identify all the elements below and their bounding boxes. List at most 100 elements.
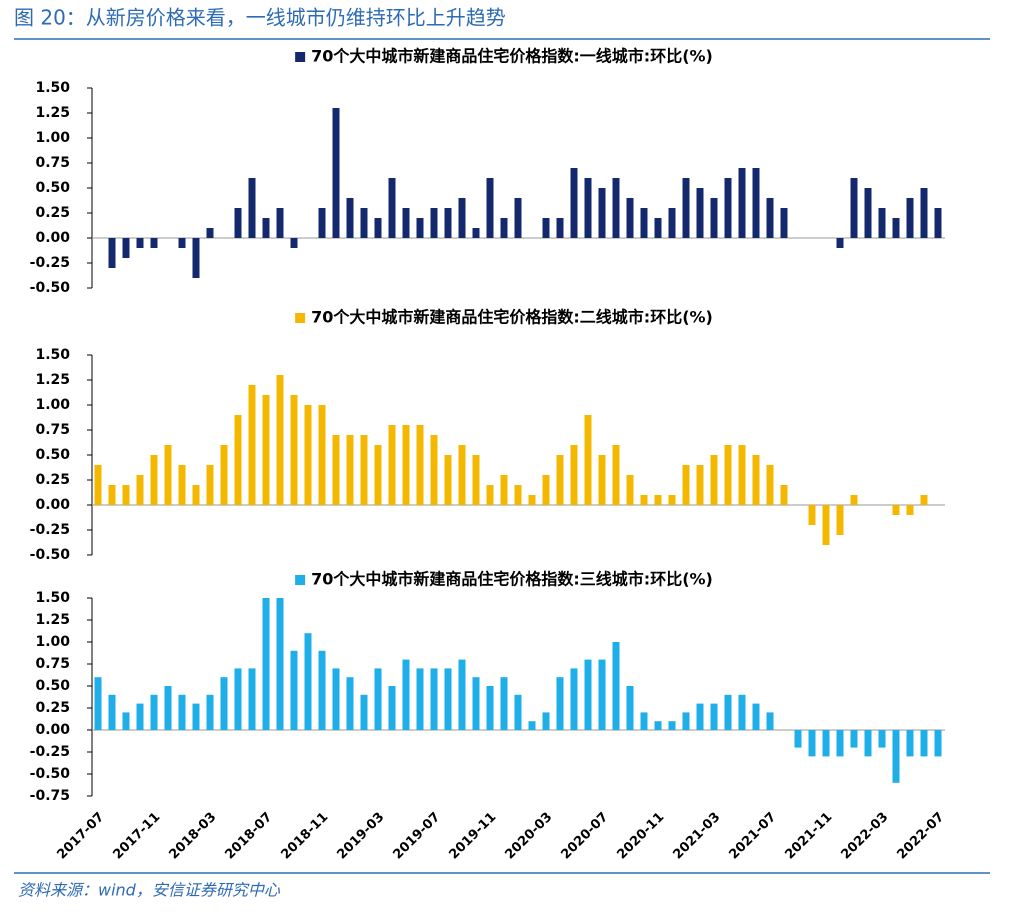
bar xyxy=(192,238,200,278)
bar xyxy=(584,659,592,730)
bar xyxy=(94,677,102,730)
bar xyxy=(542,712,550,730)
bar xyxy=(332,435,340,505)
bar xyxy=(836,238,844,248)
bar xyxy=(402,208,410,238)
bar xyxy=(850,178,858,238)
bar xyxy=(724,445,732,505)
bar xyxy=(402,659,410,730)
bar xyxy=(906,505,914,515)
bar xyxy=(220,445,228,505)
bar xyxy=(458,198,466,238)
bar xyxy=(416,425,424,505)
bar xyxy=(752,455,760,505)
bar xyxy=(892,730,900,783)
y-tick-label: -0.25 xyxy=(30,522,70,538)
bar xyxy=(556,455,564,505)
bar xyxy=(430,668,438,730)
bar xyxy=(248,385,256,505)
x-tick-label: 2019-03 xyxy=(335,810,388,863)
bar xyxy=(360,435,368,505)
y-tick-label: 1.25 xyxy=(35,105,70,121)
bar xyxy=(738,694,746,730)
y-tick-label: 0.75 xyxy=(35,656,70,672)
bar xyxy=(766,465,774,505)
x-tick-label: 2018-03 xyxy=(167,810,220,863)
y-tick-label: -0.50 xyxy=(30,766,71,782)
x-tick-label: 2019-11 xyxy=(447,810,500,863)
y-tick-label: 1.50 xyxy=(35,80,70,96)
bar xyxy=(864,188,872,238)
y-tick-label: 0.00 xyxy=(35,230,70,246)
bar xyxy=(514,694,522,730)
bar xyxy=(332,668,340,730)
bar xyxy=(220,677,228,730)
bar xyxy=(542,475,550,505)
bar xyxy=(626,686,634,730)
bar xyxy=(808,730,816,757)
bar xyxy=(458,445,466,505)
bar xyxy=(108,238,116,268)
y-tick-label: -0.25 xyxy=(30,255,70,271)
source: 资料来源：wind，安信证券研究中心 xyxy=(18,881,281,900)
bar xyxy=(738,445,746,505)
bar xyxy=(752,703,760,730)
bar xyxy=(276,375,284,505)
y-tick-label: 0.50 xyxy=(35,678,70,694)
x-tick-label: 2022-07 xyxy=(895,810,948,863)
x-tick-label: 2021-03 xyxy=(671,810,724,863)
bar xyxy=(136,475,144,505)
y-tick-label: 1.25 xyxy=(35,372,70,388)
bar xyxy=(584,415,592,505)
bar xyxy=(570,168,578,238)
bar xyxy=(612,178,620,238)
y-tick-label: 1.00 xyxy=(35,634,70,650)
bar xyxy=(598,659,606,730)
bar xyxy=(766,198,774,238)
bar xyxy=(276,598,284,730)
bar xyxy=(878,208,886,238)
bar xyxy=(640,495,648,505)
bar xyxy=(878,730,886,748)
y-tick-label: -0.25 xyxy=(30,744,70,760)
bar xyxy=(444,455,452,505)
bar xyxy=(234,208,242,238)
bar xyxy=(822,730,830,757)
bar xyxy=(108,694,116,730)
bar xyxy=(640,712,648,730)
bar xyxy=(206,228,214,238)
bar xyxy=(486,485,494,505)
bar xyxy=(556,677,564,730)
bar xyxy=(290,238,298,248)
bar xyxy=(892,505,900,515)
bar xyxy=(318,650,326,730)
bar xyxy=(906,730,914,757)
y-tick-label: 0.50 xyxy=(35,180,70,196)
bar xyxy=(696,703,704,730)
bar xyxy=(780,208,788,238)
x-tick-label: 2022-03 xyxy=(839,810,892,863)
y-tick-label: -0.75 xyxy=(30,788,70,804)
bar xyxy=(598,455,606,505)
bar xyxy=(416,218,424,238)
bar xyxy=(346,677,354,730)
x-tick-label: 2017-11 xyxy=(111,810,164,863)
bar xyxy=(934,730,942,757)
bar xyxy=(500,218,508,238)
bar xyxy=(906,198,914,238)
bar xyxy=(276,208,284,238)
bar xyxy=(430,435,438,505)
bar xyxy=(934,208,942,238)
bar xyxy=(892,218,900,238)
y-tick-label: 0.25 xyxy=(35,700,70,716)
bar xyxy=(318,208,326,238)
y-tick-label: 0.00 xyxy=(35,722,70,738)
y-tick-label: 0.00 xyxy=(35,497,70,513)
y-tick-label: 1.00 xyxy=(35,397,70,413)
bar xyxy=(654,495,662,505)
y-tick-label: -0.50 xyxy=(30,547,71,563)
bar xyxy=(122,712,130,730)
x-tick-label: 2021-07 xyxy=(727,810,780,863)
x-tick-label: 2020-07 xyxy=(559,810,612,863)
y-tick-label: 1.50 xyxy=(35,590,70,606)
